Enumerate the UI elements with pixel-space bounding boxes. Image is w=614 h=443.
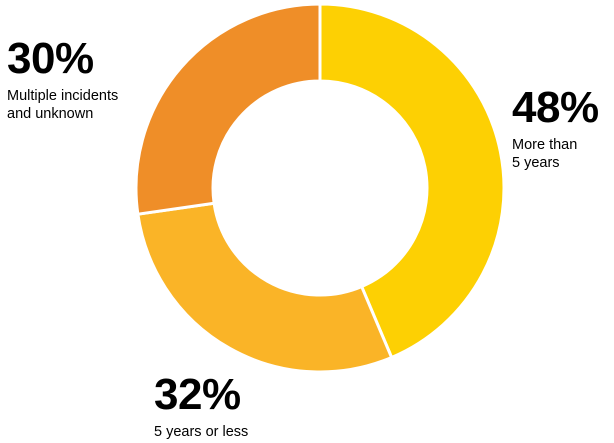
callout-multiple-incidents: 30% Multiple incidents and unknown (7, 37, 157, 123)
slice-label-line: More than (512, 137, 578, 153)
donut-slice-2 (134, 2, 322, 216)
slice-label-line: 5 years or less (154, 424, 249, 440)
slice-label-value: 48% (512, 83, 599, 132)
slice-label-line: and unknown (7, 106, 94, 122)
donut-slice-1 (136, 201, 394, 374)
donut-slice-0 (318, 2, 506, 360)
callout-5-years-or-less: 32% 5 years or less (154, 373, 314, 441)
slice-label-line: 5 years (512, 155, 560, 171)
slice-label-value: 32% (154, 370, 241, 419)
callout-more-than-5-years: 48% More than 5 years (512, 86, 612, 172)
slice-label-value: 30% (7, 34, 94, 83)
slice-label-line: Multiple incidents (7, 88, 119, 104)
